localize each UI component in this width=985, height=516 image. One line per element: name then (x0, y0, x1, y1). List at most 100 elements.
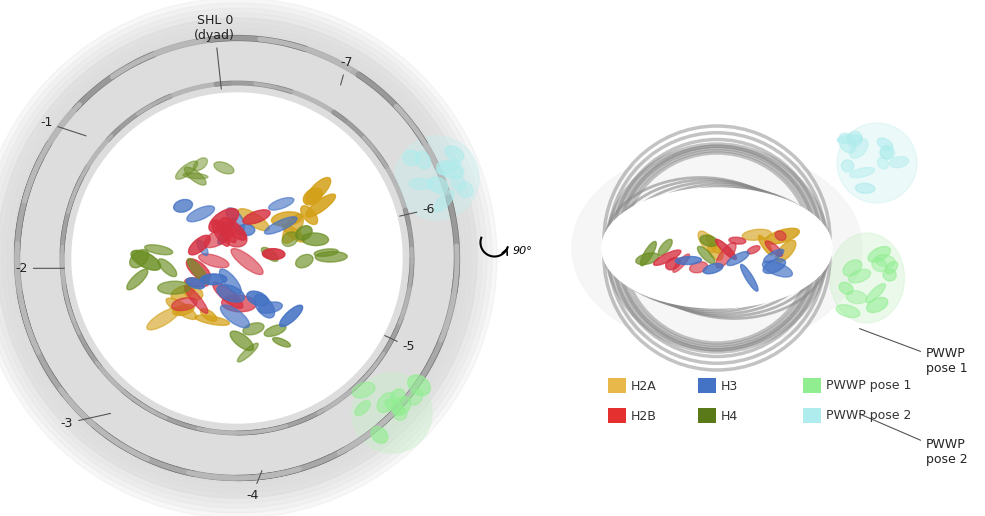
Ellipse shape (187, 259, 209, 284)
Ellipse shape (230, 249, 263, 275)
Ellipse shape (843, 260, 862, 276)
Ellipse shape (212, 220, 230, 246)
Ellipse shape (875, 254, 895, 267)
Text: -2: -2 (16, 262, 64, 275)
Ellipse shape (166, 298, 197, 319)
Ellipse shape (185, 278, 209, 287)
Circle shape (395, 136, 479, 220)
Ellipse shape (283, 214, 303, 243)
Ellipse shape (199, 254, 229, 268)
Ellipse shape (427, 177, 448, 193)
Ellipse shape (839, 282, 853, 294)
Ellipse shape (186, 259, 211, 281)
Ellipse shape (221, 305, 249, 328)
Ellipse shape (306, 178, 331, 203)
Ellipse shape (889, 156, 908, 168)
Ellipse shape (451, 175, 465, 191)
Ellipse shape (204, 224, 237, 248)
Ellipse shape (280, 305, 302, 327)
Ellipse shape (371, 427, 388, 443)
Ellipse shape (762, 261, 792, 277)
Ellipse shape (220, 269, 241, 294)
Ellipse shape (238, 208, 269, 231)
Ellipse shape (690, 262, 707, 273)
Ellipse shape (409, 390, 423, 405)
Ellipse shape (352, 382, 375, 398)
Ellipse shape (218, 218, 235, 244)
Ellipse shape (183, 173, 208, 179)
Circle shape (0, 18, 477, 498)
Ellipse shape (434, 190, 454, 212)
Ellipse shape (886, 261, 897, 274)
Ellipse shape (131, 250, 161, 270)
Ellipse shape (758, 235, 772, 255)
Ellipse shape (158, 259, 176, 277)
Bar (803, 378, 821, 393)
Circle shape (12, 33, 462, 483)
Ellipse shape (763, 249, 784, 263)
Ellipse shape (394, 407, 407, 421)
Ellipse shape (213, 282, 243, 309)
Circle shape (0, 18, 477, 498)
Ellipse shape (850, 139, 868, 158)
Ellipse shape (195, 315, 230, 326)
Ellipse shape (243, 323, 264, 335)
Ellipse shape (254, 294, 275, 318)
Ellipse shape (729, 237, 746, 244)
Ellipse shape (775, 231, 786, 240)
Ellipse shape (708, 244, 723, 260)
Circle shape (0, 0, 497, 516)
Ellipse shape (201, 274, 227, 285)
Ellipse shape (175, 161, 198, 179)
Ellipse shape (727, 252, 749, 266)
Ellipse shape (700, 235, 717, 246)
Ellipse shape (186, 278, 205, 289)
Ellipse shape (392, 397, 411, 415)
Bar (608, 408, 626, 423)
Ellipse shape (706, 234, 720, 253)
Ellipse shape (130, 250, 149, 268)
Ellipse shape (173, 200, 192, 212)
Ellipse shape (741, 264, 758, 291)
Ellipse shape (747, 246, 760, 254)
Ellipse shape (184, 285, 208, 313)
Ellipse shape (355, 401, 370, 415)
Circle shape (72, 93, 402, 423)
Ellipse shape (184, 285, 203, 300)
Ellipse shape (829, 233, 904, 323)
Ellipse shape (855, 183, 875, 194)
Text: -4: -4 (246, 471, 262, 502)
Ellipse shape (315, 252, 348, 262)
Ellipse shape (881, 146, 894, 159)
Ellipse shape (273, 337, 291, 347)
Ellipse shape (436, 161, 460, 174)
Text: -6: -6 (400, 203, 434, 216)
Text: -7: -7 (341, 56, 353, 85)
Circle shape (352, 373, 432, 453)
Ellipse shape (837, 123, 917, 203)
Text: PWWP pose 1: PWWP pose 1 (826, 379, 911, 393)
Ellipse shape (878, 138, 892, 151)
Ellipse shape (216, 220, 236, 243)
Ellipse shape (416, 151, 430, 169)
Ellipse shape (272, 212, 302, 226)
Ellipse shape (236, 224, 255, 236)
Ellipse shape (172, 304, 194, 315)
Text: PWWP
pose 2: PWWP pose 2 (860, 414, 967, 465)
Bar (608, 378, 626, 393)
Ellipse shape (763, 259, 786, 273)
Ellipse shape (878, 157, 888, 169)
Ellipse shape (391, 389, 405, 404)
Ellipse shape (158, 281, 190, 294)
Ellipse shape (187, 206, 215, 222)
Ellipse shape (222, 295, 256, 312)
Text: -5: -5 (385, 335, 415, 353)
Text: H2A: H2A (631, 379, 657, 393)
Text: -1: -1 (40, 116, 86, 136)
Ellipse shape (850, 168, 875, 178)
Ellipse shape (258, 302, 283, 313)
Ellipse shape (282, 232, 297, 247)
Ellipse shape (197, 240, 208, 255)
Text: PWWP
pose 1: PWWP pose 1 (860, 329, 967, 375)
Ellipse shape (261, 247, 278, 262)
